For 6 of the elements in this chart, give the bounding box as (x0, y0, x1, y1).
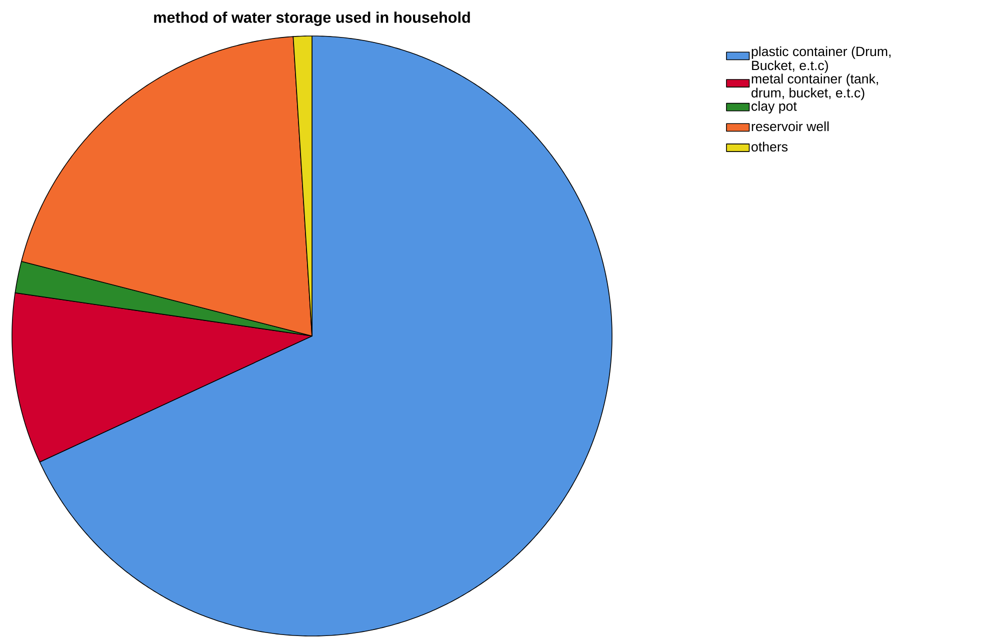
legend-label: metal container (tank, drum, bucket, e.t.c) (752, 74, 878, 100)
legend-label: others (752, 142, 788, 152)
chart-title: method of water storage used in household (154, 12, 470, 26)
legend-label: reservoir well (752, 121, 829, 132)
legend-label: clay pot (752, 101, 797, 114)
legend-label: plastic container (Drum, Bucket, e.t.c) (752, 46, 891, 73)
